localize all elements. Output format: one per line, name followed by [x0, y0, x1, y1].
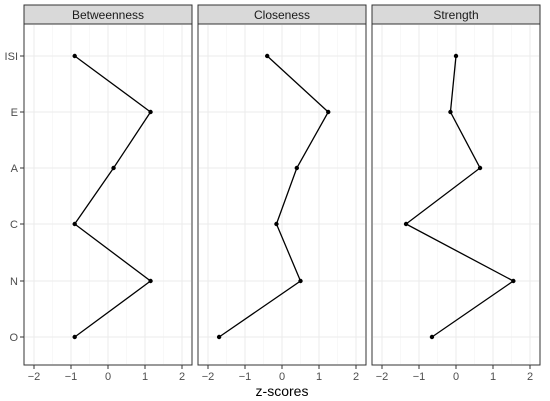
data-point-e: [448, 109, 453, 115]
y-tick-label: ISI: [5, 51, 18, 63]
x-tick-label: −1: [413, 371, 426, 383]
x-tick-label: 1: [142, 371, 148, 383]
x-axis-title: z-scores: [256, 383, 309, 399]
y-tick-label: C: [10, 219, 18, 231]
x-tick-label: 2: [179, 371, 185, 383]
data-point-c: [403, 221, 409, 227]
data-point-n: [511, 278, 516, 284]
data-point-isi: [72, 53, 77, 59]
data-point-n: [298, 278, 303, 284]
panel-closeness: Closeness −2 −1 0 1 2: [197, 4, 367, 383]
x-tick-label: −2: [202, 371, 215, 383]
panel-title: Closeness: [254, 8, 310, 22]
panel-betweenness: Betweenness −2 −1 0 1 2: [23, 4, 193, 383]
data-point-e: [326, 109, 331, 115]
x-tick-label: 0: [453, 371, 459, 383]
data-point-o: [429, 334, 435, 340]
x-tick-label: −1: [65, 371, 78, 383]
x-tick-label: 2: [353, 371, 359, 383]
series-line-strength: [404, 55, 515, 338]
x-tick-label: 1: [316, 371, 322, 383]
data-point-o: [72, 334, 77, 340]
data-point-c: [274, 221, 279, 227]
y-axis: ISI E A C N O: [5, 51, 24, 344]
series-line-betweenness: [73, 55, 152, 338]
data-point-isi: [453, 53, 459, 59]
x-tick-label: 2: [527, 371, 533, 383]
data-point-a: [111, 165, 116, 171]
panel-title: Betweenness: [72, 8, 144, 22]
x-tick-label: 1: [490, 371, 496, 383]
y-tick-label: O: [9, 332, 18, 344]
data-point-isi: [265, 53, 270, 59]
series-line-closeness: [218, 55, 330, 338]
x-tick-label: −2: [376, 371, 389, 383]
x-tick-label: 0: [279, 371, 285, 383]
panel-title: Strength: [433, 8, 478, 22]
data-point-a: [477, 165, 483, 171]
data-point-n: [148, 278, 153, 284]
data-point-c: [72, 221, 77, 227]
panel-strength: Strength −2 −1 0 1 2: [371, 4, 541, 383]
y-tick-label: A: [11, 163, 19, 175]
y-tick-label: E: [11, 107, 18, 119]
x-tick-label: 0: [105, 371, 111, 383]
data-point-a: [294, 165, 299, 171]
data-point-o: [216, 334, 222, 340]
data-point-e: [148, 109, 153, 115]
x-tick-label: −1: [239, 371, 252, 383]
x-tick-label: −2: [28, 371, 41, 383]
y-tick-label: N: [10, 276, 18, 288]
